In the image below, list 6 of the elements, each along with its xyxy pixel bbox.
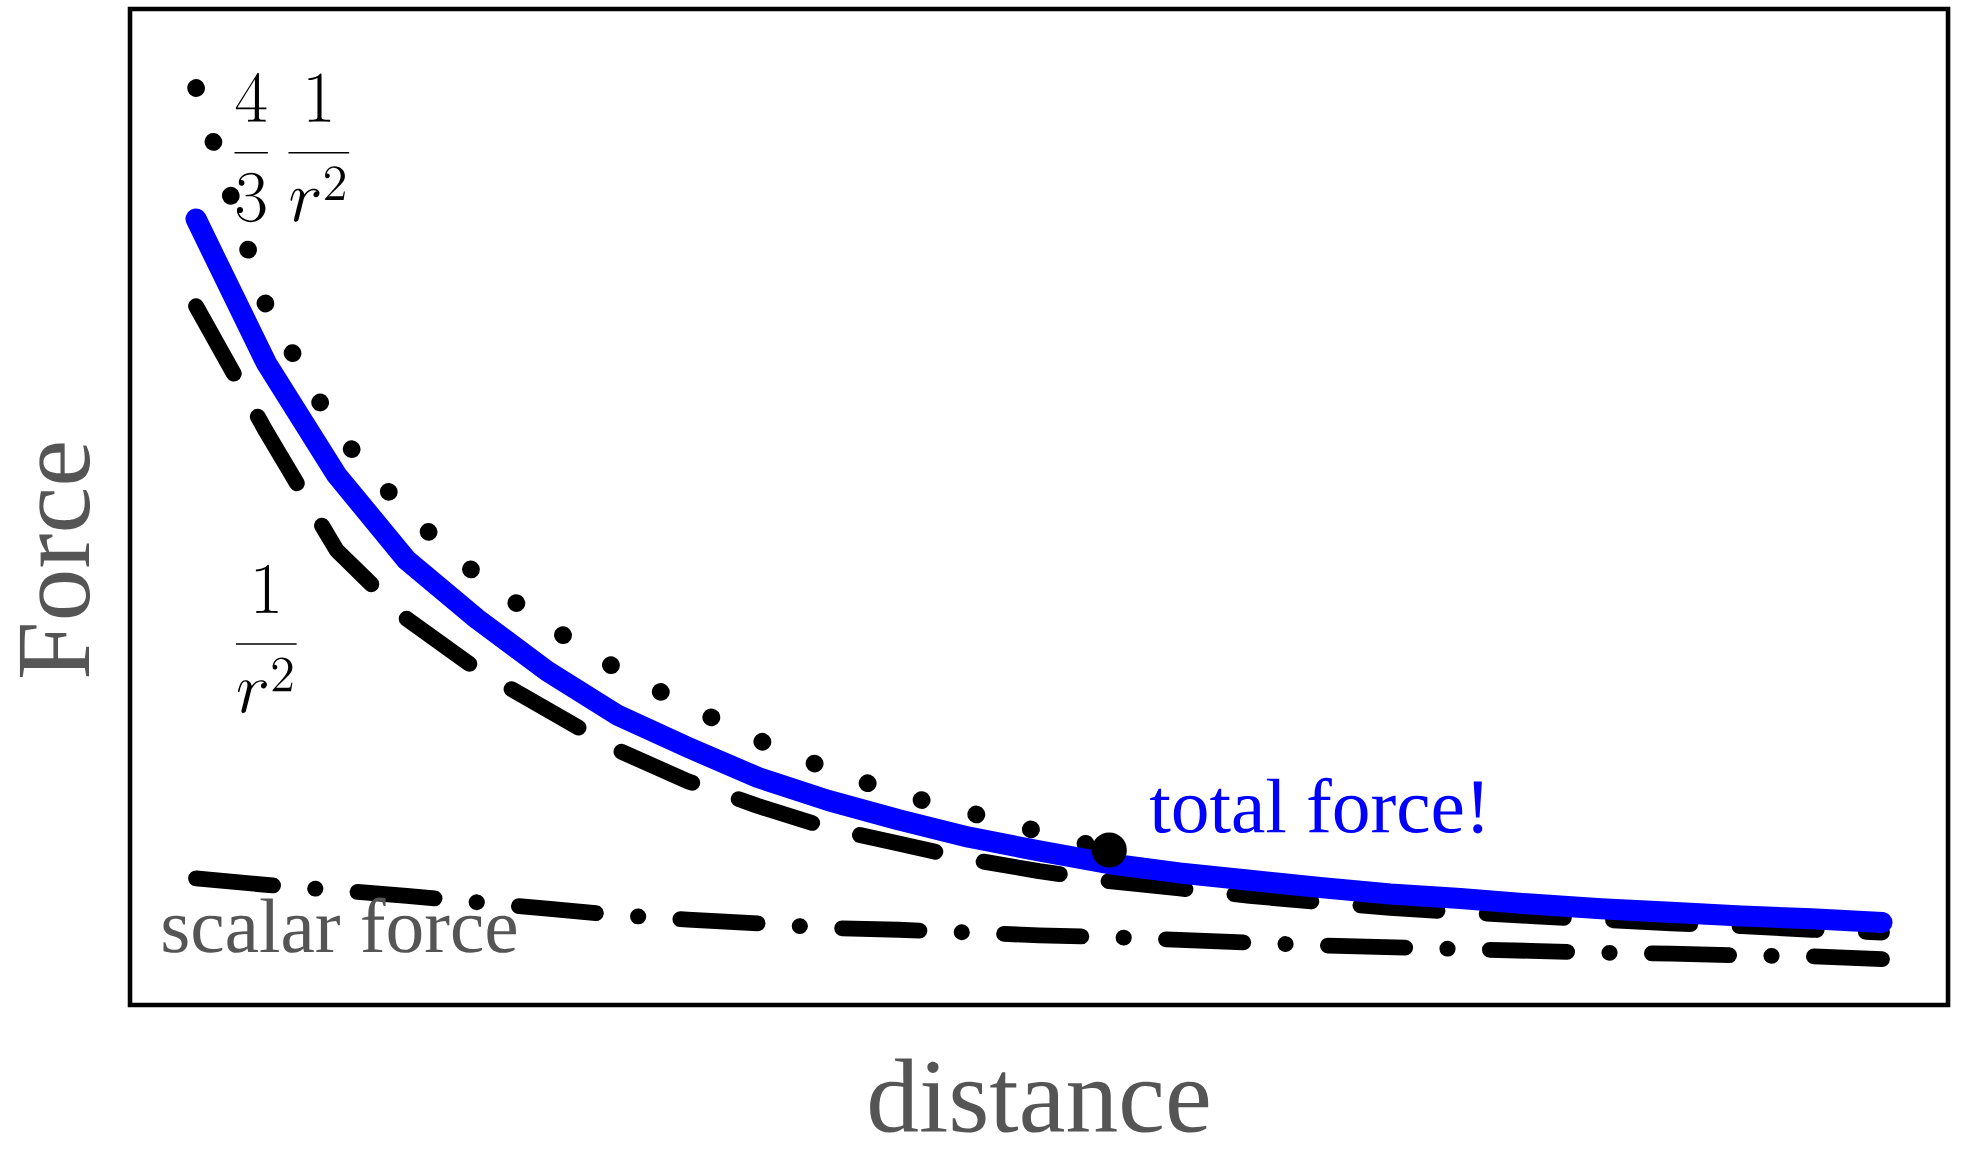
series-label: total force!	[1150, 777, 1483, 834]
series-label: $\frac{4}{3}\,\frac{1}{r^{2}}$	[234, 72, 350, 223]
y-axis-title: Force	[19, 443, 91, 677]
series-label: scalar force	[163, 897, 516, 953]
x-axis-title: distance	[870, 1058, 1209, 1133]
series-label: $\frac{1}{r^{2}}$	[235, 564, 297, 714]
